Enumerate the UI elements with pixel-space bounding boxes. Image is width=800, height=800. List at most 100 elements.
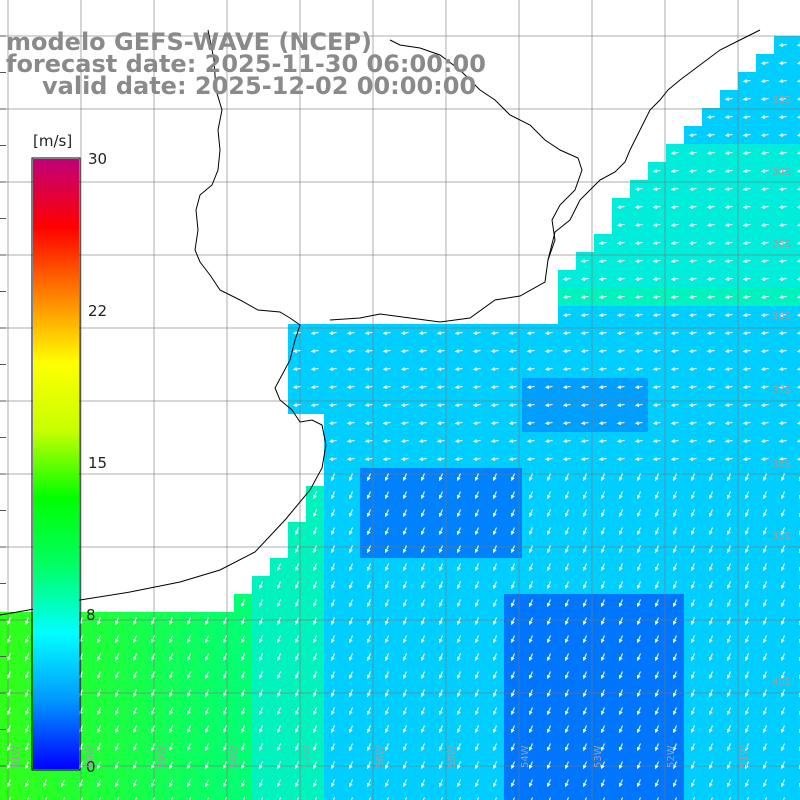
wind-speed-cell <box>468 792 486 800</box>
wind-speed-cell <box>684 792 702 800</box>
wind-speed-cell <box>792 90 800 108</box>
wind-speed-cell <box>792 270 800 288</box>
colorbar-tick: 15 <box>88 454 108 472</box>
wind-speed-cell <box>792 468 800 486</box>
wind-speed-cell <box>738 792 756 800</box>
latitude-label: 35S <box>772 239 792 250</box>
longitude-label: 55W <box>447 745 458 768</box>
wind-speed-cell <box>558 792 576 800</box>
wind-speed-cell <box>630 792 648 800</box>
wind-speed-cell <box>198 792 216 800</box>
wind-speed-cell <box>792 342 800 360</box>
wind-speed-cell <box>252 792 270 800</box>
longitude-label: 52W <box>666 745 677 768</box>
wind-speed-cell <box>792 504 800 522</box>
wind-speed-cell <box>792 576 800 594</box>
wind-speed-cell <box>792 450 800 468</box>
longitude-label: 61W <box>11 745 22 768</box>
wind-speed-cell <box>792 324 800 342</box>
wind-speed-cell <box>792 414 800 432</box>
wind-speed-cell <box>288 792 306 800</box>
wind-speed-cell <box>792 540 800 558</box>
wind-speed-cell <box>702 792 720 800</box>
latitude-label: 40S <box>772 677 792 688</box>
latitude-label: 39S <box>772 531 792 542</box>
longitude-label: 60W <box>85 745 96 768</box>
wind-arrows <box>6 43 800 800</box>
wind-speed-cell <box>648 792 666 800</box>
wind-speed-cell <box>576 792 594 800</box>
wind-speed-cell <box>0 792 18 800</box>
wind-speed-cell <box>792 486 800 504</box>
wind-speed-cell <box>792 666 800 684</box>
wind-speed-cell <box>324 792 342 800</box>
wind-speed-cell <box>792 720 800 738</box>
wind-speed-cell <box>54 792 72 800</box>
wind-speed-cell <box>666 792 684 800</box>
wind-speed-cell <box>396 792 414 800</box>
wind-speed-cell <box>306 792 324 800</box>
wind-speed-cell <box>612 792 630 800</box>
wind-speed-cell <box>792 72 800 90</box>
wind-speed-cell <box>144 792 162 800</box>
wind-speed-cell <box>792 306 800 324</box>
wind-speed-cell <box>108 792 126 800</box>
wind-speed-cell <box>792 180 800 198</box>
wind-speed-cell <box>792 630 800 648</box>
wind-speed-cell <box>792 54 800 72</box>
wind-speed-cell <box>270 792 288 800</box>
wind-speed-cell <box>792 108 800 126</box>
wind-speed-cell <box>792 648 800 666</box>
wind-speed-cell <box>162 792 180 800</box>
wind-speed-cell <box>792 216 800 234</box>
wind-speed-cell <box>756 792 774 800</box>
latitude-label: 37S <box>772 385 792 396</box>
longitude-label: 54W <box>520 745 531 768</box>
wind-arrow <box>742 79 751 84</box>
wind-speed-cell <box>36 792 54 800</box>
longitude-label: 58W <box>229 745 240 768</box>
wind-speed-cell <box>432 792 450 800</box>
colorbar-unit: [m/s] <box>33 132 73 150</box>
wind-speed-cell <box>90 792 108 800</box>
colorbar-tick: 8 <box>86 606 96 624</box>
wind-speed-cell <box>180 792 198 800</box>
wind-arrow <box>778 61 787 66</box>
latitude-label: 36S <box>772 311 792 322</box>
valid-date: valid date: 2025-12-02 00:00:00 <box>42 72 477 100</box>
wind-speed-cell <box>522 792 540 800</box>
colorbar <box>31 157 81 771</box>
wind-speed-cell <box>540 792 558 800</box>
wind-speed-cell <box>792 792 800 800</box>
wind-speed-cell <box>486 792 504 800</box>
wind-speed-cell <box>792 396 800 414</box>
wind-speed-cell <box>792 144 800 162</box>
wind-speed-cell <box>792 162 800 180</box>
wind-speed-cell <box>792 126 800 144</box>
wind-speed-cell <box>792 594 800 612</box>
wind-speed-cell <box>342 792 360 800</box>
wind-arrow <box>796 43 800 48</box>
wind-speed-cell <box>18 792 36 800</box>
wind-speed-cell <box>792 378 800 396</box>
wind-speed-cell <box>234 792 252 800</box>
wind-speed-cell <box>504 792 522 800</box>
wind-speed-cell <box>792 288 800 306</box>
wind-speed-cell <box>792 252 800 270</box>
latitude-label: 33S <box>772 95 792 106</box>
wind-speed-cell <box>720 792 738 800</box>
wind-speed-cell <box>594 792 612 800</box>
wind-speed-cell <box>450 792 468 800</box>
latitude-label: 38S <box>772 459 792 470</box>
wind-speed-cell <box>774 792 792 800</box>
wind-speed-cell <box>792 432 800 450</box>
colorbar-gradient <box>33 159 79 769</box>
longitude-label: 57W <box>302 745 313 768</box>
wind-speed-cell <box>126 792 144 800</box>
wind-speed-cell <box>792 702 800 720</box>
wind-arrow <box>760 61 769 66</box>
latitude-label: 34S <box>772 167 792 178</box>
colorbar-tick: 30 <box>88 150 108 168</box>
wind-speed-cell <box>792 36 800 54</box>
